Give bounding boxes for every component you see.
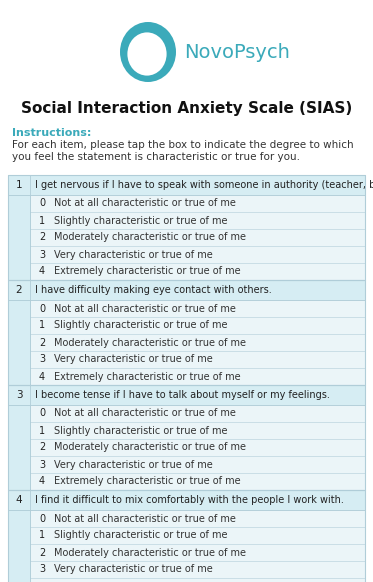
- Text: Extremely characteristic or true of me: Extremely characteristic or true of me: [54, 477, 241, 487]
- FancyBboxPatch shape: [30, 195, 365, 280]
- FancyBboxPatch shape: [8, 175, 365, 195]
- Ellipse shape: [137, 61, 151, 71]
- Text: Slightly characteristic or true of me: Slightly characteristic or true of me: [54, 425, 228, 435]
- Text: 2: 2: [39, 442, 45, 452]
- Text: Slightly characteristic or true of me: Slightly characteristic or true of me: [54, 215, 228, 225]
- Text: 0: 0: [39, 409, 45, 418]
- Text: 0: 0: [39, 513, 45, 523]
- Text: 1: 1: [16, 180, 22, 190]
- Ellipse shape: [120, 22, 176, 82]
- Text: I have difficulty making eye contact with others.: I have difficulty making eye contact wit…: [35, 285, 272, 295]
- Text: I become tense if I have to talk about myself or my feelings.: I become tense if I have to talk about m…: [35, 390, 330, 400]
- Text: 1: 1: [39, 531, 45, 541]
- FancyBboxPatch shape: [8, 405, 30, 490]
- Text: Instructions:: Instructions:: [12, 128, 91, 138]
- FancyBboxPatch shape: [30, 405, 365, 490]
- Text: Very characteristic or true of me: Very characteristic or true of me: [54, 565, 213, 574]
- FancyBboxPatch shape: [8, 510, 30, 582]
- Text: 3: 3: [39, 565, 45, 574]
- Text: 0: 0: [39, 198, 45, 208]
- Text: 2: 2: [16, 285, 22, 295]
- Text: 3: 3: [39, 460, 45, 470]
- FancyBboxPatch shape: [8, 385, 365, 405]
- Text: Very characteristic or true of me: Very characteristic or true of me: [54, 460, 213, 470]
- Text: 1: 1: [39, 425, 45, 435]
- Text: 4: 4: [16, 495, 22, 505]
- Text: I find it difficult to mix comfortably with the people I work with.: I find it difficult to mix comfortably w…: [35, 495, 344, 505]
- Text: Social Interaction Anxiety Scale (SIAS): Social Interaction Anxiety Scale (SIAS): [21, 101, 352, 115]
- Text: I get nervous if I have to speak with someone in authority (teacher, boss, etc.): I get nervous if I have to speak with so…: [35, 180, 373, 190]
- Text: Not at all characteristic or true of me: Not at all characteristic or true of me: [54, 409, 236, 418]
- Text: Not at all characteristic or true of me: Not at all characteristic or true of me: [54, 198, 236, 208]
- Text: Moderately characteristic or true of me: Moderately characteristic or true of me: [54, 338, 246, 347]
- Text: Very characteristic or true of me: Very characteristic or true of me: [54, 250, 213, 260]
- Text: 0: 0: [39, 303, 45, 314]
- Text: 4: 4: [39, 477, 45, 487]
- Ellipse shape: [128, 33, 167, 76]
- FancyBboxPatch shape: [8, 280, 365, 300]
- FancyBboxPatch shape: [8, 195, 30, 280]
- Text: Extremely characteristic or true of me: Extremely characteristic or true of me: [54, 371, 241, 381]
- FancyBboxPatch shape: [30, 300, 365, 385]
- Text: 1: 1: [39, 215, 45, 225]
- Text: For each item, please tap the box to indicate the degree to which you feel the s: For each item, please tap the box to ind…: [12, 140, 354, 162]
- FancyBboxPatch shape: [8, 490, 365, 510]
- Text: 2: 2: [39, 548, 45, 558]
- Text: Slightly characteristic or true of me: Slightly characteristic or true of me: [54, 321, 228, 331]
- Text: Moderately characteristic or true of me: Moderately characteristic or true of me: [54, 442, 246, 452]
- FancyBboxPatch shape: [8, 300, 30, 385]
- FancyBboxPatch shape: [30, 510, 365, 582]
- Text: 4: 4: [39, 267, 45, 276]
- Text: Moderately characteristic or true of me: Moderately characteristic or true of me: [54, 232, 246, 243]
- Text: Not at all characteristic or true of me: Not at all characteristic or true of me: [54, 513, 236, 523]
- Text: Not at all characteristic or true of me: Not at all characteristic or true of me: [54, 303, 236, 314]
- Text: 2: 2: [39, 338, 45, 347]
- Text: NovoPsych: NovoPsych: [184, 42, 290, 62]
- Text: Extremely characteristic or true of me: Extremely characteristic or true of me: [54, 267, 241, 276]
- Text: 3: 3: [16, 390, 22, 400]
- Text: 4: 4: [39, 371, 45, 381]
- Text: Moderately characteristic or true of me: Moderately characteristic or true of me: [54, 548, 246, 558]
- Text: 2: 2: [39, 232, 45, 243]
- Text: Very characteristic or true of me: Very characteristic or true of me: [54, 354, 213, 364]
- Text: Slightly characteristic or true of me: Slightly characteristic or true of me: [54, 531, 228, 541]
- Text: 3: 3: [39, 250, 45, 260]
- Text: 1: 1: [39, 321, 45, 331]
- Text: 3: 3: [39, 354, 45, 364]
